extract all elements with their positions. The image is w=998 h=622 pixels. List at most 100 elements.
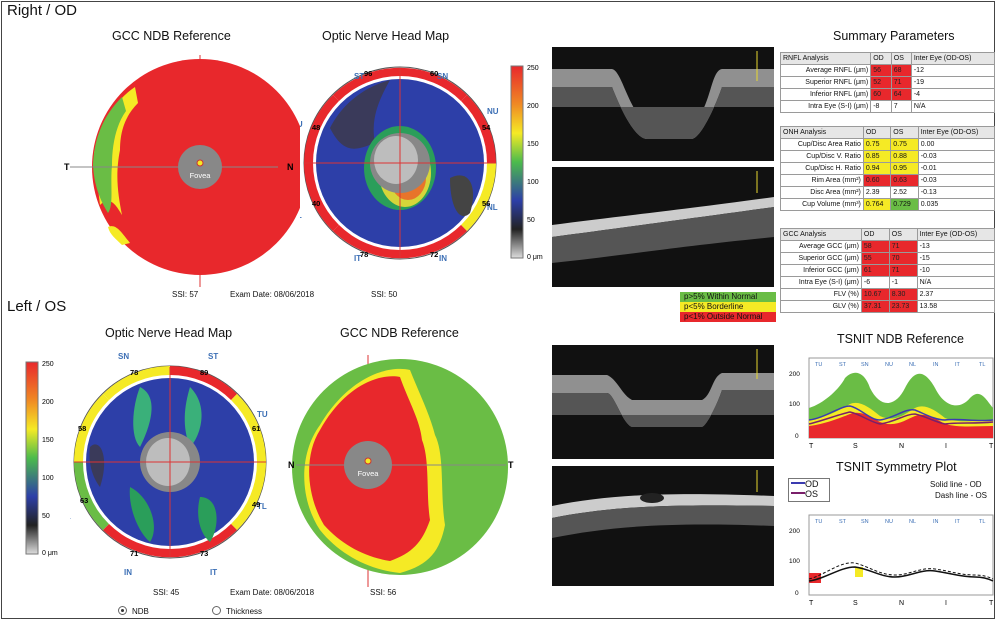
summary-row: Disc Area (mm²) 2.39 2.52 -0.13 (780, 186, 996, 199)
od-onh-title: Optic Nerve Head Map (322, 29, 450, 43)
od-optic-cup (374, 136, 418, 184)
tsnit-sym-title: TSNIT Symmetry Plot (836, 460, 957, 474)
od-gcc-title: GCC NDB Reference (112, 29, 231, 43)
summary-cell: 23.73 (888, 300, 918, 313)
summary-cell: Cup/Disc Area Ratio (780, 138, 864, 151)
sym-ytick-100: 100 (789, 558, 800, 565)
tsnit-sym-legend: OD OS (788, 478, 830, 502)
tsnit-ndb-chart: 200 100 0 T S N I T TU ST SN NU NL IN IT… (789, 357, 994, 450)
summary-title: Summary Parameters (833, 29, 955, 43)
os-label-nl: NL (70, 512, 71, 521)
summary-cell: FLV (%) (780, 288, 862, 301)
summary-header-cell: ONH Analysis (780, 126, 864, 139)
summary-cell: 0.63 (890, 174, 919, 187)
summary-row: FLV (%) 10.67 8.30 2.37 (780, 288, 996, 301)
summary-cell: 0.75 (890, 138, 919, 151)
summary-cell: 0.85 (862, 150, 892, 163)
os-label-st: ST (208, 352, 218, 361)
sym-xtick-i: I (945, 600, 947, 607)
od-scale-200: 200 (527, 103, 539, 110)
os-gcc-map: Fovea N T (288, 355, 514, 587)
od-macula-bscan (552, 167, 774, 287)
radio-thickness-indicator[interactable] (212, 606, 221, 615)
summary-cell: Average GCC (μm) (780, 240, 862, 253)
summary-cell: 2.37 (916, 288, 996, 301)
summary-row: Average RNFL (μm) 56 68 -12 (779, 64, 996, 77)
summary-row: GLV (%) 37.31 23.73 13.58 (780, 300, 996, 313)
od-label-tl: TL (300, 211, 302, 220)
summary-cell: 0.729 (890, 198, 919, 211)
ndb-xtick-s: S (853, 443, 858, 450)
od-value-sn: 60 (430, 69, 438, 78)
sym-xtick-n: N (899, 600, 904, 607)
os-label-in: IN (124, 568, 132, 577)
ndb-sector-it: IT (955, 362, 961, 368)
summary-cell: 37.31 (860, 300, 890, 313)
section-title-right: Right / OD (7, 2, 78, 19)
os-label-it: IT (210, 568, 217, 577)
os-label-tu: TU (257, 410, 268, 419)
summary-cell: -8 (870, 100, 892, 113)
sym-sector-st: ST (839, 519, 847, 525)
summary-cell: Inferior RNFL (μm) (779, 88, 872, 101)
summary-header-cell: OS (890, 52, 912, 65)
os-value-st: 89 (200, 368, 208, 377)
ndb-sector-st: ST (839, 362, 847, 368)
summary-row: Inferior GCC (μm) 61 71 -10 (780, 264, 996, 277)
os-value-tl: 49 (252, 500, 260, 509)
ndb-ytick-100: 100 (789, 401, 800, 408)
sym-od-line (808, 566, 994, 582)
sym-ytick-0: 0 (795, 590, 799, 597)
mode-thickness-radio[interactable]: Thickness (212, 606, 262, 616)
mode-ndb-radio[interactable]: NDB (118, 606, 149, 616)
summary-row: Cup/Disc V. Ratio 0.85 0.88 -0.03 (780, 150, 996, 163)
od-fovea-label: Fovea (190, 171, 212, 180)
ndb-xtick-t1: T (809, 443, 814, 450)
os-scale-100: 100 (42, 475, 54, 482)
os-value-tu: 61 (252, 424, 260, 433)
od-value-nu: 54 (482, 123, 491, 132)
od-scale-50: 50 (527, 217, 535, 224)
sym-xtick-t1: T (809, 600, 814, 607)
sym-dash-note: Dash line - OS (935, 491, 988, 500)
os-onh-ssi: SSI: 45 (153, 588, 180, 597)
ndb-ytick-0: 0 (795, 433, 799, 440)
tsnit-ndb-title: TSNIT NDB Reference (837, 332, 964, 346)
summary-cell: -13 (916, 240, 996, 253)
sym-sector-nu: NU (885, 519, 893, 525)
sym-xtick-t2: T (989, 600, 994, 607)
sym-legend-od: OD (805, 479, 819, 489)
os-gcc-fovea-disc (344, 441, 392, 489)
summary-cell: N/A (910, 100, 996, 113)
section-title-left: Left / OS (7, 298, 67, 315)
summary-header-cell: GCC Analysis (780, 228, 862, 241)
summary-cell: 70 (888, 252, 918, 265)
summary-cell: 0.764 (862, 198, 892, 211)
radio-ndb-indicator[interactable] (118, 606, 127, 615)
od-exam-date: Exam Date: 08/06/2018 (230, 290, 315, 299)
summary-table-1: ONH Analysis OD OS Inter Eye (OD-OS) Cup/Dis… (780, 126, 996, 211)
tsnit-ndb-os-line (808, 411, 994, 425)
summary-cell: Intra Eye (S-I) (μm) (780, 276, 862, 289)
summary-cell: Rim Area (mm²) (780, 174, 864, 187)
summary-cell: 71 (888, 240, 918, 253)
ndb-legend: p>5% Within Normal p<5% Borderline p<1% … (680, 292, 776, 322)
summary-row: Intra Eye (S-I) (μm) -6 -1 N/A (780, 276, 996, 289)
ndb-xtick-i: I (945, 443, 947, 450)
summary-cell: 0.95 (890, 162, 919, 175)
tsnit-sym-chart: 200 100 0 T S N I T TU ST SN NU NL IN IT… (789, 514, 994, 607)
summary-row: Cup Volume (mm³) 0.764 0.729 0.035 (780, 198, 996, 211)
os-onh-title: Optic Nerve Head Map (105, 326, 233, 340)
sym-sector-in: IN (933, 519, 939, 525)
od-onh-map: ST SN TU NU TL NL IT IN 96 60 48 54 40 5… (300, 66, 499, 263)
legend-borderline: p<5% Borderline (680, 302, 776, 312)
summary-cell: 0.00 (917, 138, 996, 151)
summary-cell: Inferior GCC (μm) (780, 264, 862, 277)
sym-sector-sn: SN (861, 519, 869, 525)
ndb-sector-tl: TL (979, 362, 985, 368)
summary-cell: Cup Volume (mm³) (780, 198, 864, 211)
summary-cell: 10.67 (860, 288, 890, 301)
summary-cell: 0.88 (890, 150, 919, 163)
summary-cell: -6 (860, 276, 890, 289)
